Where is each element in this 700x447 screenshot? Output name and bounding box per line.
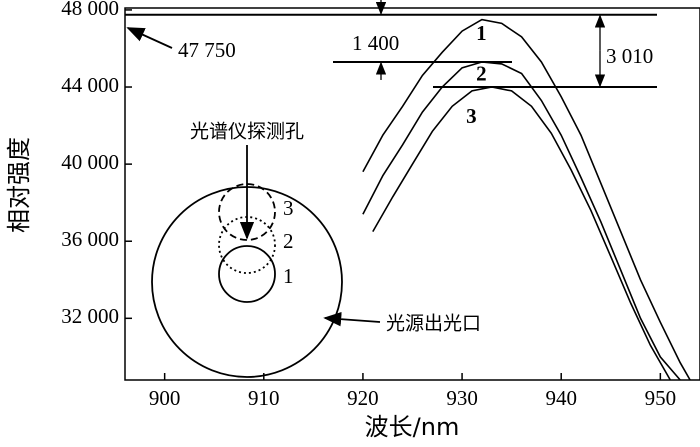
x-tick-label: 920 — [347, 386, 379, 410]
y-tick-label: 32 000 — [61, 304, 119, 328]
x-axis-label: 波长/nm — [365, 413, 460, 441]
diff-label: 3 010 — [606, 44, 653, 68]
series-label: 3 — [466, 104, 477, 128]
x-tick-label: 950 — [645, 386, 677, 410]
peak-arrow — [126, 27, 173, 49]
inset-label: 3 — [283, 196, 294, 220]
x-tick-label: 900 — [149, 386, 181, 410]
series-label: 2 — [476, 62, 487, 86]
detector-label: 光谱仪探测孔 — [190, 121, 304, 143]
y-tick-label: 36 000 — [61, 227, 119, 251]
source-arrow — [323, 311, 381, 327]
plot-frame — [124, 7, 700, 381]
y-tick-label: 40 000 — [61, 150, 119, 174]
x-tick-label: 930 — [446, 386, 478, 410]
y-tick-label: 48 000 — [61, 0, 119, 20]
series-line — [362, 61, 681, 381]
inset-label: 1 — [283, 264, 294, 288]
inset-diagram — [126, 27, 381, 378]
x-tick-label: 910 — [248, 386, 280, 410]
inset-label: 2 — [283, 229, 294, 253]
y-axis-label: 相对强度 — [5, 137, 33, 233]
series-line — [372, 86, 671, 381]
y-tick-label: 44 000 — [61, 73, 119, 97]
diff-label: 1 400 — [352, 31, 399, 55]
hole-1 — [218, 245, 276, 303]
hole-3 — [218, 183, 276, 241]
peak-label: 47 750 — [178, 38, 236, 62]
series-label: 1 — [476, 21, 487, 45]
source-label: 光源出光口 — [386, 313, 481, 335]
x-tick-label: 940 — [545, 386, 577, 410]
series-line — [362, 18, 691, 381]
